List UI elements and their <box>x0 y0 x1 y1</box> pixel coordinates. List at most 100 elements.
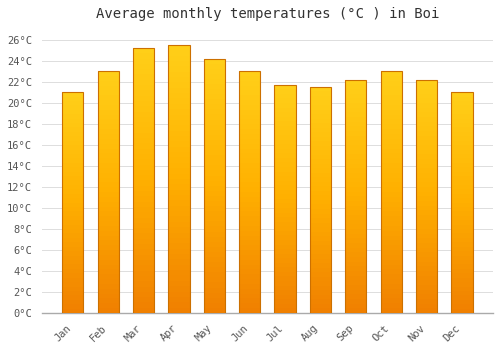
Bar <box>345 243 366 248</box>
Bar <box>310 128 331 132</box>
Bar <box>62 238 84 242</box>
Bar <box>345 79 366 84</box>
Bar <box>239 115 260 119</box>
Bar <box>274 240 295 245</box>
Bar <box>380 76 402 81</box>
Bar <box>98 240 119 245</box>
Bar <box>98 303 119 308</box>
Bar <box>168 168 190 174</box>
Bar <box>380 173 402 177</box>
Bar <box>62 251 84 256</box>
Bar <box>98 71 119 76</box>
Bar <box>345 205 366 210</box>
Bar <box>310 136 331 141</box>
Bar <box>452 304 472 309</box>
Bar <box>310 214 331 218</box>
Bar <box>345 154 366 159</box>
Bar <box>239 231 260 236</box>
Bar <box>133 80 154 85</box>
Bar <box>133 181 154 186</box>
Bar <box>310 250 331 254</box>
Bar <box>168 141 190 147</box>
Bar <box>310 187 331 191</box>
Bar <box>133 53 154 58</box>
Bar <box>416 79 437 313</box>
Bar <box>310 223 331 227</box>
Bar <box>274 85 295 313</box>
Bar <box>98 274 119 279</box>
Bar <box>239 308 260 313</box>
Bar <box>380 182 402 187</box>
Bar <box>204 201 225 206</box>
Bar <box>345 168 366 173</box>
Bar <box>310 236 331 241</box>
Bar <box>452 154 472 159</box>
Bar <box>380 95 402 100</box>
Bar <box>133 164 154 170</box>
Bar <box>310 182 331 187</box>
Bar <box>98 265 119 270</box>
Bar <box>62 256 84 260</box>
Bar <box>274 131 295 135</box>
Bar <box>274 162 295 167</box>
Bar <box>204 110 225 114</box>
Bar <box>274 149 295 153</box>
Bar <box>168 72 190 77</box>
Bar <box>452 97 472 101</box>
Bar <box>133 69 154 75</box>
Bar <box>274 94 295 98</box>
Bar <box>452 278 472 282</box>
Bar <box>98 221 119 226</box>
Bar <box>204 140 225 145</box>
Bar <box>62 154 84 159</box>
Bar <box>204 196 225 201</box>
Bar <box>310 164 331 168</box>
Bar <box>345 149 366 154</box>
Bar <box>416 191 437 196</box>
Bar <box>416 210 437 215</box>
Bar <box>239 95 260 100</box>
Bar <box>345 182 366 187</box>
Bar <box>62 242 84 247</box>
Bar <box>239 240 260 245</box>
Bar <box>133 96 154 101</box>
Bar <box>62 300 84 304</box>
Bar <box>168 56 190 61</box>
Bar <box>345 196 366 201</box>
Bar <box>98 308 119 313</box>
Bar <box>133 202 154 207</box>
Bar <box>168 50 190 56</box>
Bar <box>416 262 437 266</box>
Bar <box>62 149 84 154</box>
Bar <box>274 172 295 176</box>
Bar <box>168 222 190 227</box>
Bar <box>452 127 472 132</box>
Bar <box>345 112 366 117</box>
Bar <box>380 187 402 192</box>
Bar <box>452 119 472 123</box>
Bar <box>345 89 366 93</box>
Bar <box>345 140 366 145</box>
Bar <box>62 189 84 194</box>
Bar <box>416 79 437 84</box>
Bar <box>62 269 84 273</box>
Bar <box>416 219 437 224</box>
Bar <box>239 226 260 231</box>
Bar <box>310 114 331 119</box>
Bar <box>345 93 366 98</box>
Bar <box>380 289 402 294</box>
Bar <box>274 254 295 258</box>
Bar <box>204 222 225 226</box>
Bar <box>416 187 437 191</box>
Bar <box>452 300 472 304</box>
Bar <box>416 285 437 290</box>
Bar <box>380 294 402 299</box>
Bar <box>239 202 260 206</box>
Bar <box>345 280 366 285</box>
Bar <box>239 163 260 168</box>
Bar <box>274 167 295 172</box>
Bar <box>416 84 437 89</box>
Bar <box>345 173 366 177</box>
Bar <box>416 290 437 294</box>
Bar <box>345 304 366 308</box>
